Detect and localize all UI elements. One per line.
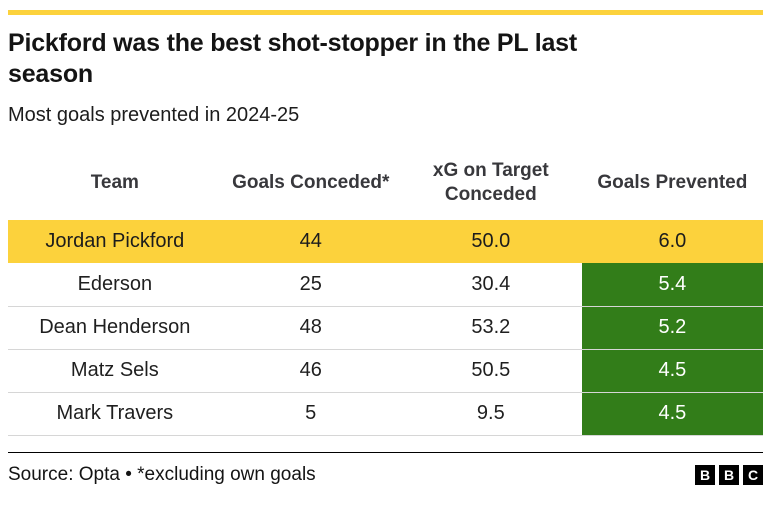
bbc-logo-block-b2: B [719, 464, 739, 485]
table-header-row: Team Goals Conceded* xG on Target Conced… [8, 150, 763, 220]
goals-prevented-cell: 5.2 [581, 305, 763, 349]
chart-subtitle: Most goals prevented in 2024-25 [8, 104, 300, 126]
goals-conceded-cell: 48 [221, 305, 400, 349]
xg-on-target-cell: 50.0 [399, 220, 582, 263]
xg-on-target-cell: 30.4 [399, 263, 582, 306]
team-cell: Matz Sels [8, 348, 222, 392]
team-cell: Jordan Pickford [8, 220, 222, 263]
column-header-goals-conceded: Goals Conceded* [232, 172, 390, 193]
goalkeepers-stats-table: Team Goals Conceded* xG on Target Conced… [8, 150, 763, 436]
xg-on-target-cell: 53.2 [399, 305, 582, 349]
top-accent-bar [8, 10, 763, 15]
column-header-goals-prevented: Goals Prevented [597, 172, 748, 193]
bbc-logo-block-c: C [743, 464, 763, 485]
xg-on-target-cell: 50.5 [399, 348, 582, 392]
goals-conceded-cell: 44 [221, 220, 400, 263]
goals-conceded-cell: 5 [221, 391, 400, 436]
goals-prevented-cell: 4.5 [581, 348, 763, 392]
column-header-team: Team [90, 172, 139, 193]
team-cell: Mark Travers [8, 391, 222, 436]
infographic-frame: Pickford was the best shot-stopper in th… [8, 10, 763, 486]
table-row-mark-travers: Mark Travers 5 9.5 4.5 [8, 391, 763, 436]
table-row-jordan-pickford: Jordan Pickford 44 50.0 6.0 [8, 220, 763, 263]
team-cell: Ederson [8, 263, 222, 306]
footer: Source: Opta • *excluding own goals B B … [8, 451, 763, 486]
table-row-matz-sels: Matz Sels 46 50.5 4.5 [8, 348, 763, 392]
bbc-logo-block-b1: B [695, 464, 715, 485]
table-row-ederson: Ederson 25 30.4 5.4 [8, 263, 763, 306]
table-row-dean-henderson: Dean Henderson 48 53.2 5.2 [8, 305, 763, 349]
xg-on-target-cell: 9.5 [399, 391, 582, 436]
team-cell: Dean Henderson [8, 305, 222, 349]
goals-prevented-cell: 4.5 [581, 391, 763, 436]
goals-prevented-cell: 6.0 [581, 220, 763, 263]
source-attribution: Source: Opta • *excluding own goals [8, 463, 316, 485]
column-header-xg-on-target-conceded: xG on Target Conceded [432, 160, 549, 205]
bbc-logo: B B C [695, 464, 763, 485]
goals-prevented-cell: 5.4 [581, 263, 763, 306]
goals-conceded-cell: 46 [221, 348, 400, 392]
chart-title: Pickford was the best shot-stopper in th… [8, 29, 578, 88]
table-header: Team Goals Conceded* xG on Target Conced… [8, 150, 763, 220]
goals-conceded-cell: 25 [221, 263, 400, 306]
